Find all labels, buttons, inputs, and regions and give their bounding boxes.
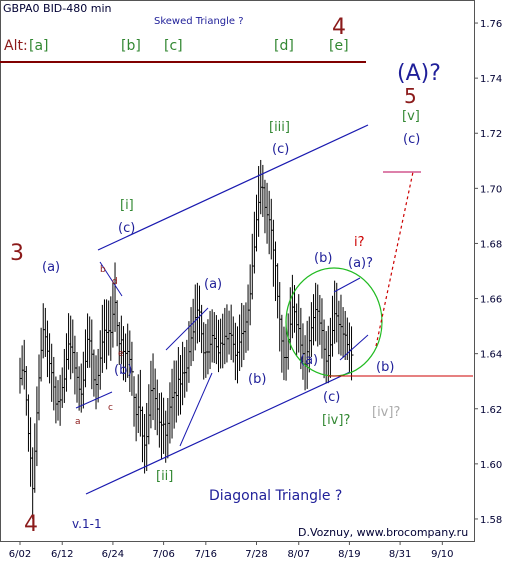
sub-wave-e-label: e (118, 349, 124, 359)
alt-b-label: [b] (121, 38, 141, 54)
alt-c-label: [c] (164, 38, 183, 54)
wave-trendline-tri-bottom (339, 334, 369, 361)
chart-subtitle: Skewed Triangle ? (154, 16, 244, 27)
wave-b-left-label: (b) (114, 363, 132, 378)
wave-3-label: 3 (10, 241, 24, 266)
upper-trendline (97, 124, 369, 251)
wave-iv-label: [iv]? (322, 413, 350, 428)
y-tick-label: 1.72 (480, 129, 502, 140)
wave-c-iii-label: (c) (272, 142, 289, 157)
x-axis: 6/02 6/12 6/24 7/06 7/16 7/28 8/07 8/19 8/31 9/10 (9, 541, 454, 560)
credit-label: D.Voznuy, www.brocompany.ru (298, 526, 468, 539)
sub-wave-b-label: b (100, 265, 106, 275)
wave-i-label: [i] (120, 198, 134, 213)
lower-trendline (85, 371, 351, 495)
wave-trendline-ii (179, 372, 213, 447)
wave-iii-label: [iii] (269, 120, 290, 135)
wave-4-bottom-label: 4 (24, 512, 38, 537)
analysis-overlay: GBPA0 BID-480 min Skewed Triangle ? Alt:… (0, 2, 473, 539)
wave-ii-label: [ii] (156, 469, 173, 484)
diagonal-triangle-label: Diagonal Triangle ? (209, 488, 342, 504)
alt-label: Alt: (4, 38, 28, 54)
wave-A-label: (A)? (397, 61, 441, 86)
wave-trendline-a (165, 307, 209, 351)
y-tick-label: 1.58 (480, 515, 502, 526)
wave-trendline-cd (99, 261, 123, 297)
y-tick-label: 1.74 (480, 74, 502, 85)
wave-a-left-label: (a) (42, 260, 60, 275)
wave-a-question-label: (a)? (348, 256, 373, 271)
y-tick-label: 1.62 (480, 405, 502, 416)
wave-b-triangle-label: (b) (314, 251, 332, 266)
x-tick-label: 7/28 (245, 549, 267, 560)
version-label: v.1-1 (72, 517, 102, 531)
y-tick-label: 1.76 (480, 19, 502, 30)
alt-e-label: [e] (329, 38, 349, 54)
x-tick-label: 6/02 (9, 549, 31, 560)
x-tick-label: 8/31 (389, 549, 411, 560)
alt-a-label: [a] (29, 38, 49, 54)
plot-frame (0, 0, 475, 542)
wave-v-label: [v] (402, 109, 420, 124)
x-tick-label: 8/07 (288, 549, 310, 560)
wave-iv-grey-label: [iv]? (372, 405, 400, 420)
y-tick-label: 1.70 (480, 184, 502, 195)
wave-a-mid-label: (a) (204, 277, 222, 292)
chart-title: GBPA0 BID-480 min (3, 2, 112, 15)
y-tick-label: 1.64 (480, 350, 502, 361)
x-tick-label: 9/10 (431, 549, 453, 560)
wave-b-mid-label: (b) (248, 372, 266, 387)
wave-4-top-label: 4 (332, 15, 346, 40)
wave-trendline-ab (75, 391, 113, 409)
x-tick-label: 6/12 (51, 549, 73, 560)
x-tick-label: 6/24 (102, 549, 124, 560)
wave-5-label: 5 (404, 84, 417, 108)
sub-wave-c-label: c (108, 403, 113, 413)
y-tick-label: 1.66 (480, 295, 502, 306)
x-tick-label: 7/16 (195, 549, 217, 560)
price-bars (19, 159, 354, 519)
wave-c-triangle-label: (c) (323, 390, 340, 405)
y-tick-label: 1.60 (480, 460, 502, 471)
sub-wave-a-label: a (75, 417, 81, 427)
x-tick-label: 7/06 (152, 549, 174, 560)
wave-a-triangle-label: (a) (300, 353, 318, 368)
y-axis: 1.76 1.74 1.72 1.70 1.68 1.66 1.64 1.62 1.60 1.58 (474, 19, 502, 526)
wave-i-question-label: i? (354, 235, 365, 250)
y-tick-label: 1.68 (480, 239, 502, 250)
alt-d-label: [d] (274, 38, 294, 54)
x-tick-label: 8/19 (338, 549, 360, 560)
wave-c-top-right-label: (c) (403, 132, 420, 147)
wave-c-i-label: (c) (118, 221, 135, 236)
wave-b-right-label: (b) (376, 360, 394, 375)
sub-wave-d-label: d (112, 277, 118, 287)
wave-trendline-tri-top (333, 277, 361, 293)
